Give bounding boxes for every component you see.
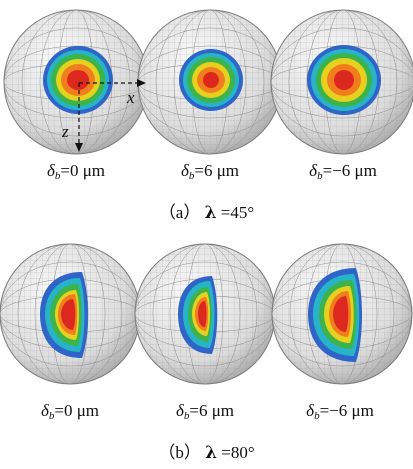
caption-symbol: λ: [205, 443, 218, 463]
caption-letter: （a）: [158, 203, 201, 222]
sphere-a3: [270, 9, 413, 155]
contour-spot-a2: [179, 49, 243, 111]
z-axis-label: z: [61, 122, 69, 141]
sphere-b2: [134, 243, 276, 385]
x-axis-arrow: [137, 79, 146, 87]
panel-a-caption: （a） λ =45°: [0, 202, 413, 224]
contour-spot-a3: [307, 45, 381, 115]
sphere-label-b2: δb=6 μm: [175, 401, 235, 422]
sphere-label-b1: δb=0 μm: [40, 401, 100, 422]
x-axis-label: x: [126, 88, 135, 107]
caption-symbol: λ: [204, 203, 217, 223]
sphere-label-a1: δb=0 μm: [46, 161, 106, 182]
contour-spot-a1: [43, 46, 113, 114]
sphere-label-a3: δb=−6 μm: [309, 161, 377, 182]
panel-b-sphere-labels: δb=0 μm δb=6 μm δb=−6 μm: [0, 400, 413, 426]
sphere-label-b3: δb=−6 μm: [306, 401, 374, 422]
panel-b-spheres: [0, 243, 413, 385]
z-axis-arrow: [75, 143, 83, 152]
caption-value: =80°: [221, 443, 255, 462]
sphere-label-a2: δb=6 μm: [180, 161, 240, 182]
contour-spot-b1: [40, 272, 88, 358]
panel-a-spheres: x z: [3, 9, 413, 155]
panel-b-caption: （b） λ =80°: [0, 442, 413, 464]
panel-a-sphere-labels: δb=0 μm δb=6 μm δb=−6 μm: [0, 160, 413, 186]
caption-letter: （b）: [158, 443, 201, 462]
sphere-a2: [137, 9, 283, 155]
panel-b: δb=0 μm δb=6 μm δb=−6 μm （b） λ =80°: [0, 236, 413, 469]
contour-spot-b2: [178, 276, 218, 354]
sphere-a1: [3, 9, 149, 155]
sphere-b3: [271, 243, 413, 385]
caption-value: =45°: [220, 203, 255, 222]
contour-spot-b3: [308, 268, 362, 362]
panel-a: x z δb=0 μm δb=6 μm δb=−6 μm （a） λ =45°: [0, 0, 413, 230]
sphere-b1: [0, 243, 141, 385]
coordinate-axes: x z: [61, 79, 146, 152]
